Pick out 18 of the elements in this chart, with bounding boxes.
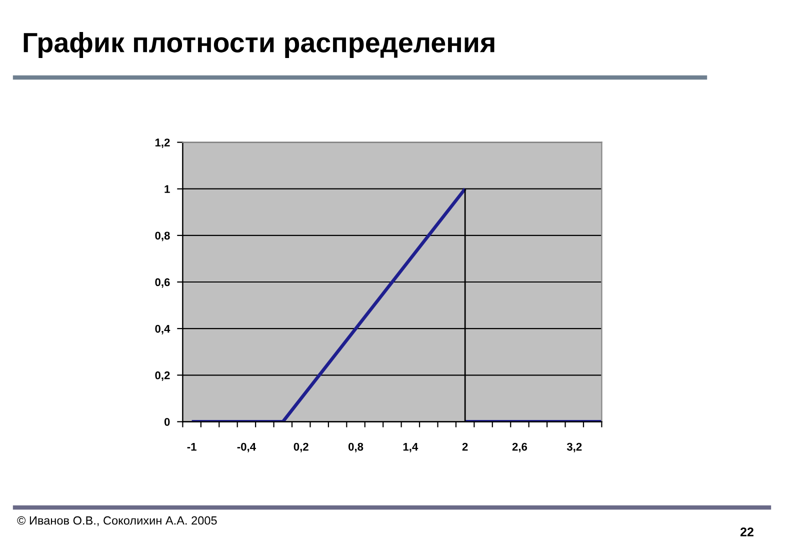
x-tick-label: 0,8 (348, 442, 364, 452)
text: © Иванов О.В., Соколихин А.А. 2005 (17, 516, 217, 526)
x-tick-label: 2,6 (512, 442, 528, 452)
y-tick-label: 1,2 (155, 138, 170, 148)
x-tick-label: -1 (187, 442, 196, 451)
y-tick-label: 1 (164, 185, 170, 193)
x-tick-label: 3,2 (566, 442, 582, 452)
y-tick-label: 0,2 (155, 371, 170, 381)
x-tick-label: -0,4 (237, 442, 256, 452)
x-tick-label: 1,4 (403, 442, 418, 452)
text: 22 (740, 528, 754, 536)
y-tick-label: 0 (164, 418, 170, 426)
x-tick-label: 2 (462, 442, 468, 451)
y-tick-label: 0,8 (155, 232, 170, 242)
x-tick-label: 0,2 (294, 442, 308, 452)
y-tick-label: 0,6 (155, 278, 170, 288)
chart-title: График плотности распределения (24, 32, 494, 58)
y-tick-label: 0,4 (155, 324, 170, 334)
